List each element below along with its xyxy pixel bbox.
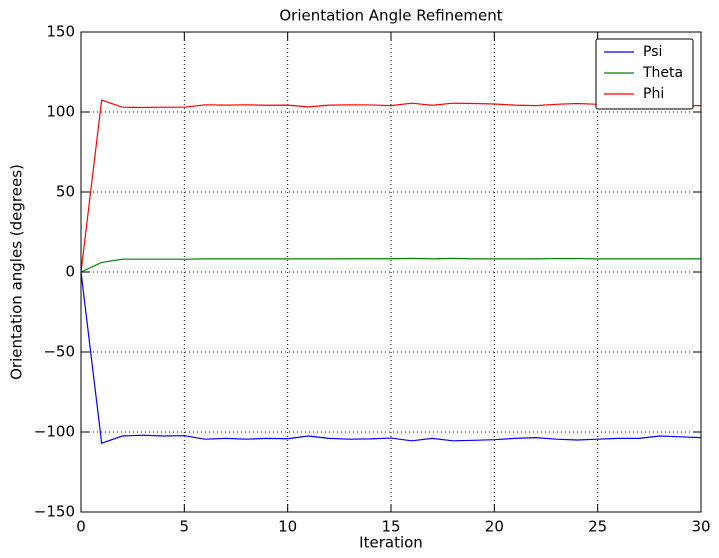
- line-series: [80, 271, 702, 445]
- y-tick-label: 150: [46, 23, 75, 41]
- y-axis-label: Orientation angles (degrees): [8, 164, 26, 380]
- plot-frame: [80, 31, 702, 513]
- x-tick-label: 5: [180, 518, 190, 536]
- x-axis-label: Iteration: [359, 534, 423, 552]
- y-tick-label: 100: [46, 103, 75, 121]
- x-tick-label: 30: [691, 518, 710, 536]
- x-tick-label: 10: [278, 518, 297, 536]
- x-tick-label: 0: [76, 518, 86, 536]
- legend-box: [595, 38, 694, 110]
- legend-label: Theta: [642, 65, 683, 81]
- y-tick-label: 0: [65, 263, 75, 281]
- y-tick-label: 50: [56, 183, 75, 201]
- y-tick-label: −100: [34, 423, 75, 441]
- x-tick-label: 20: [485, 518, 504, 536]
- y-tick-label: −50: [43, 343, 75, 361]
- legend-label: Phi: [643, 86, 664, 102]
- line-series: [80, 257, 701, 273]
- x-tick-label: 25: [588, 518, 607, 536]
- legend-label: Psi: [643, 44, 662, 60]
- y-tick-label: −150: [34, 503, 75, 521]
- chart-title: Orientation Angle Refinement: [279, 7, 502, 25]
- x-tick-label: 15: [381, 518, 400, 536]
